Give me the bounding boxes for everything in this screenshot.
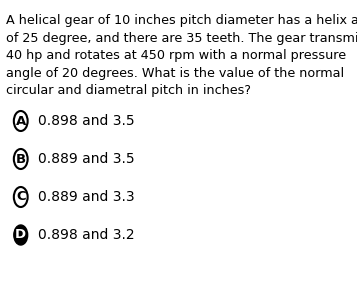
Text: 0.898 and 3.5: 0.898 and 3.5 bbox=[38, 114, 135, 128]
Text: 0.889 and 3.3: 0.889 and 3.3 bbox=[38, 190, 135, 204]
Text: B: B bbox=[16, 152, 26, 165]
Text: 0.898 and 3.2: 0.898 and 3.2 bbox=[38, 228, 135, 242]
Text: of 25 degree, and there are 35 teeth. The gear transmits: of 25 degree, and there are 35 teeth. Th… bbox=[5, 31, 357, 44]
Text: angle of 20 degrees. What is the value of the normal: angle of 20 degrees. What is the value o… bbox=[5, 67, 344, 80]
Text: A helical gear of 10 inches pitch diameter has a helix angle: A helical gear of 10 inches pitch diamet… bbox=[5, 14, 357, 27]
Text: 0.889 and 3.5: 0.889 and 3.5 bbox=[38, 152, 135, 166]
Text: D: D bbox=[15, 229, 26, 242]
Text: 40 hp and rotates at 450 rpm with a normal pressure: 40 hp and rotates at 450 rpm with a norm… bbox=[5, 49, 346, 62]
Text: circular and diametral pitch in inches?: circular and diametral pitch in inches? bbox=[5, 84, 251, 97]
Text: A: A bbox=[16, 115, 26, 128]
Circle shape bbox=[14, 225, 27, 245]
Text: C: C bbox=[16, 191, 26, 204]
